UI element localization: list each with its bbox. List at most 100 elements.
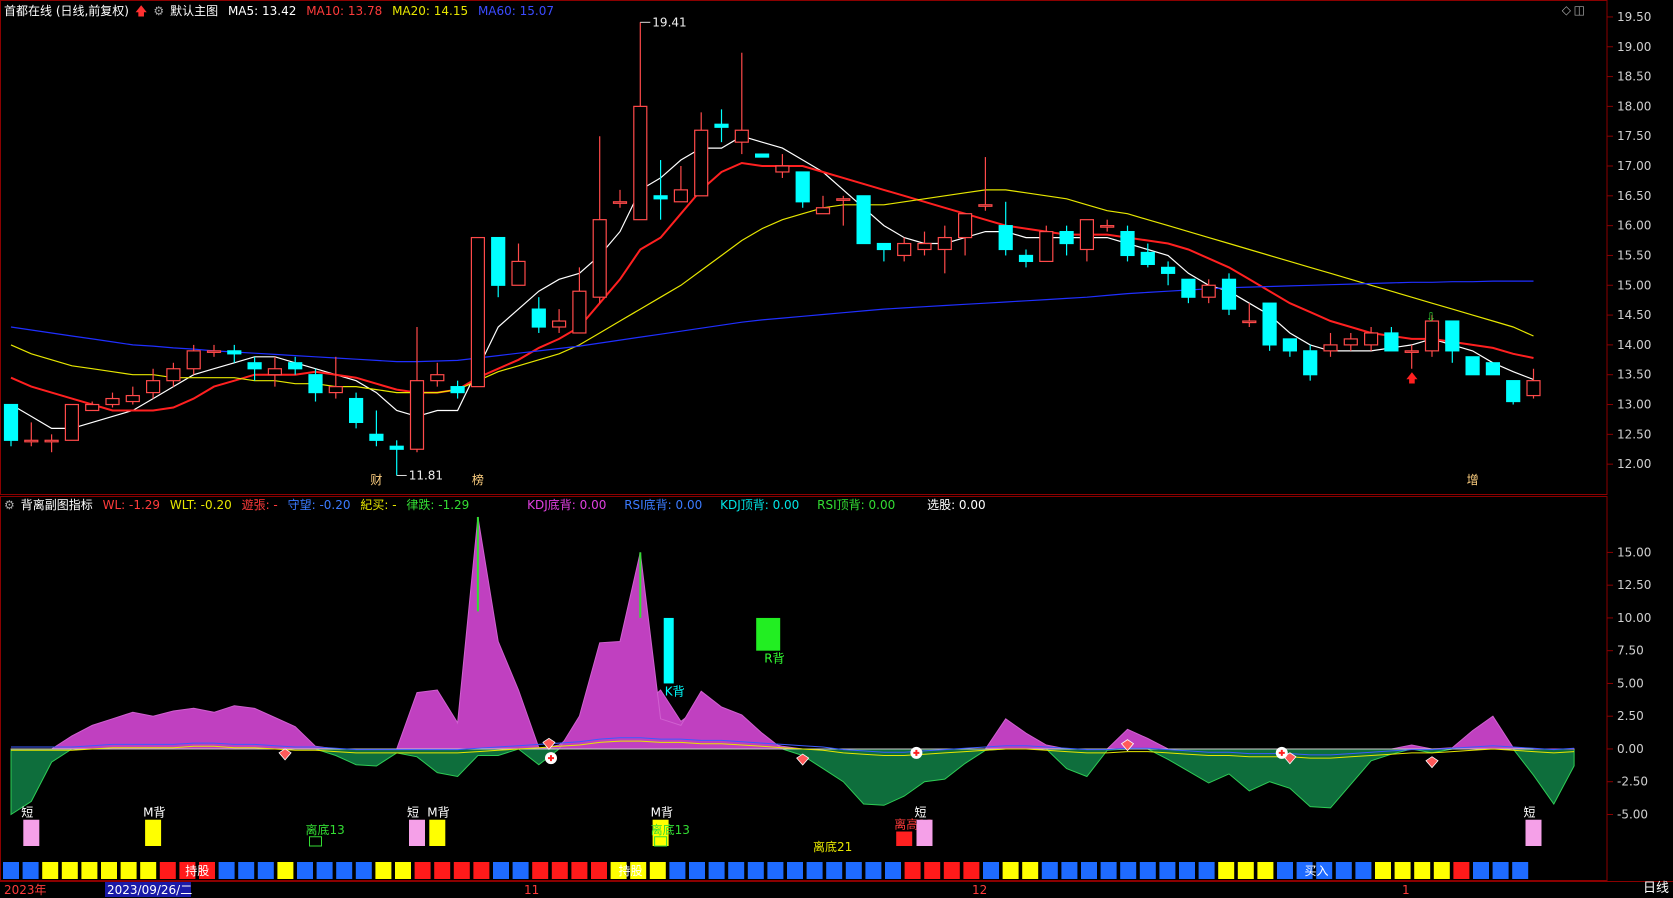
settings-icon[interactable]: ⚙: [153, 4, 165, 18]
candle-up[interactable]: [673, 189, 689, 203]
candle-up[interactable]: [470, 236, 485, 388]
candle-up[interactable]: [105, 397, 120, 406]
candle-down[interactable]: [1465, 356, 1480, 376]
candle-down[interactable]: [856, 195, 871, 245]
candle-up[interactable]: [815, 207, 831, 215]
candle-down[interactable]: [1059, 231, 1074, 245]
candle-down[interactable]: [754, 153, 770, 158]
candle-up[interactable]: [1404, 350, 1419, 353]
candle-down[interactable]: [389, 445, 404, 450]
candle-down[interactable]: [1120, 231, 1135, 257]
candle-down[interactable]: [1018, 254, 1034, 263]
candle-down[interactable]: [795, 171, 810, 203]
candle-down[interactable]: [714, 123, 729, 128]
candle-down[interactable]: [491, 236, 506, 286]
status-cell: [845, 862, 862, 879]
ma20-line: [10, 189, 1534, 394]
candle-up[interactable]: [1526, 380, 1541, 397]
candle-up[interactable]: [592, 219, 607, 298]
candle-up[interactable]: [64, 403, 80, 441]
plus-icon-cross: [913, 749, 920, 756]
candle-down[interactable]: [531, 308, 546, 328]
candle-up[interactable]: [775, 165, 790, 173]
candle-down[interactable]: [1160, 266, 1176, 274]
candle-up[interactable]: [328, 386, 343, 394]
candle-up[interactable]: [1343, 338, 1358, 346]
candle-up[interactable]: [897, 242, 912, 257]
candle-down[interactable]: [247, 362, 262, 370]
candle-up[interactable]: [186, 350, 201, 370]
sub-panel-border: [0, 496, 1608, 881]
candle-up[interactable]: [937, 236, 952, 251]
sub-chart-header: ⚙ 背离副图指标 WL: -1.29 WLT: -0.20 遊張: - 守望: -…: [4, 496, 992, 513]
candle-up[interactable]: [1100, 225, 1115, 228]
candle-down[interactable]: [308, 374, 323, 394]
settings-icon[interactable]: ⚙: [4, 498, 15, 512]
status-cell: [22, 862, 39, 879]
candle-down[interactable]: [1140, 251, 1155, 265]
candle-up[interactable]: [551, 320, 567, 328]
candle-up[interactable]: [24, 439, 39, 443]
candle-down[interactable]: [1221, 278, 1237, 310]
candle-up[interactable]: [734, 129, 749, 143]
candle-up[interactable]: [1242, 320, 1257, 324]
candle-up[interactable]: [44, 439, 59, 443]
candlestick-panel[interactable]: 19.41 11.81 财 榜 增 🡅 ⇩: [3, 15, 1541, 487]
status-cell: [1257, 862, 1274, 879]
candle-up[interactable]: [267, 368, 282, 376]
candle-down[interactable]: [3, 403, 19, 441]
candle-up[interactable]: [125, 394, 140, 403]
candle-up[interactable]: [1201, 284, 1216, 298]
candle-up[interactable]: [430, 374, 445, 382]
candle-up[interactable]: [1363, 332, 1379, 346]
candle-down[interactable]: [1303, 350, 1318, 376]
status-cell: [1159, 862, 1176, 879]
price-tick-label: 13.00: [1617, 398, 1651, 412]
candle-up[interactable]: [694, 129, 709, 197]
candle-down[interactable]: [876, 242, 892, 251]
candle-down[interactable]: [450, 386, 465, 394]
template-name[interactable]: 默认主图: [170, 4, 219, 18]
indicator-tick-label: 15.00: [1617, 545, 1651, 559]
candle-down[interactable]: [653, 195, 668, 200]
candle-down[interactable]: [1282, 338, 1298, 352]
candle-up[interactable]: [633, 105, 648, 221]
candle-down[interactable]: [1262, 302, 1277, 346]
candle-up[interactable]: [409, 380, 425, 450]
candle-down[interactable]: [1506, 380, 1521, 403]
candle-up[interactable]: [917, 242, 932, 251]
candle-down[interactable]: [998, 225, 1013, 251]
expand-icon[interactable]: ◫: [1573, 3, 1585, 17]
status-cell: [375, 862, 392, 879]
candle-down[interactable]: [349, 397, 364, 424]
candle-up[interactable]: [978, 204, 993, 207]
period-label[interactable]: 日线: [1642, 881, 1669, 896]
candle-up[interactable]: [957, 213, 973, 239]
candle-down[interactable]: [288, 362, 303, 370]
candle-up[interactable]: [612, 201, 628, 204]
candle-up[interactable]: [85, 403, 100, 412]
candle-up[interactable]: [572, 290, 587, 334]
candle-up[interactable]: [1323, 344, 1338, 352]
candle-down[interactable]: [1445, 320, 1460, 352]
candle-up[interactable]: [146, 380, 161, 394]
diamond-icon[interactable]: ◇: [1561, 3, 1571, 17]
candle-down[interactable]: [227, 350, 242, 355]
candle-down[interactable]: [369, 433, 384, 441]
indicator-name[interactable]: 背离副图指标: [20, 498, 93, 512]
candle-down[interactable]: [1181, 278, 1196, 298]
candle-up[interactable]: [1039, 231, 1054, 263]
candle-up[interactable]: [1424, 320, 1440, 352]
signal-label: 离底13: [306, 822, 345, 837]
candle-up[interactable]: [166, 368, 181, 382]
candle-down[interactable]: [1485, 362, 1501, 376]
wl-negative-area: [10, 748, 1575, 816]
candle-up[interactable]: [836, 198, 851, 201]
candle-down[interactable]: [1384, 332, 1399, 352]
candle-up[interactable]: [206, 350, 222, 353]
stock-title[interactable]: 首都在线 (日线,前复权): [4, 4, 129, 18]
candle-up[interactable]: [511, 260, 526, 286]
candle-up[interactable]: [1079, 219, 1095, 251]
